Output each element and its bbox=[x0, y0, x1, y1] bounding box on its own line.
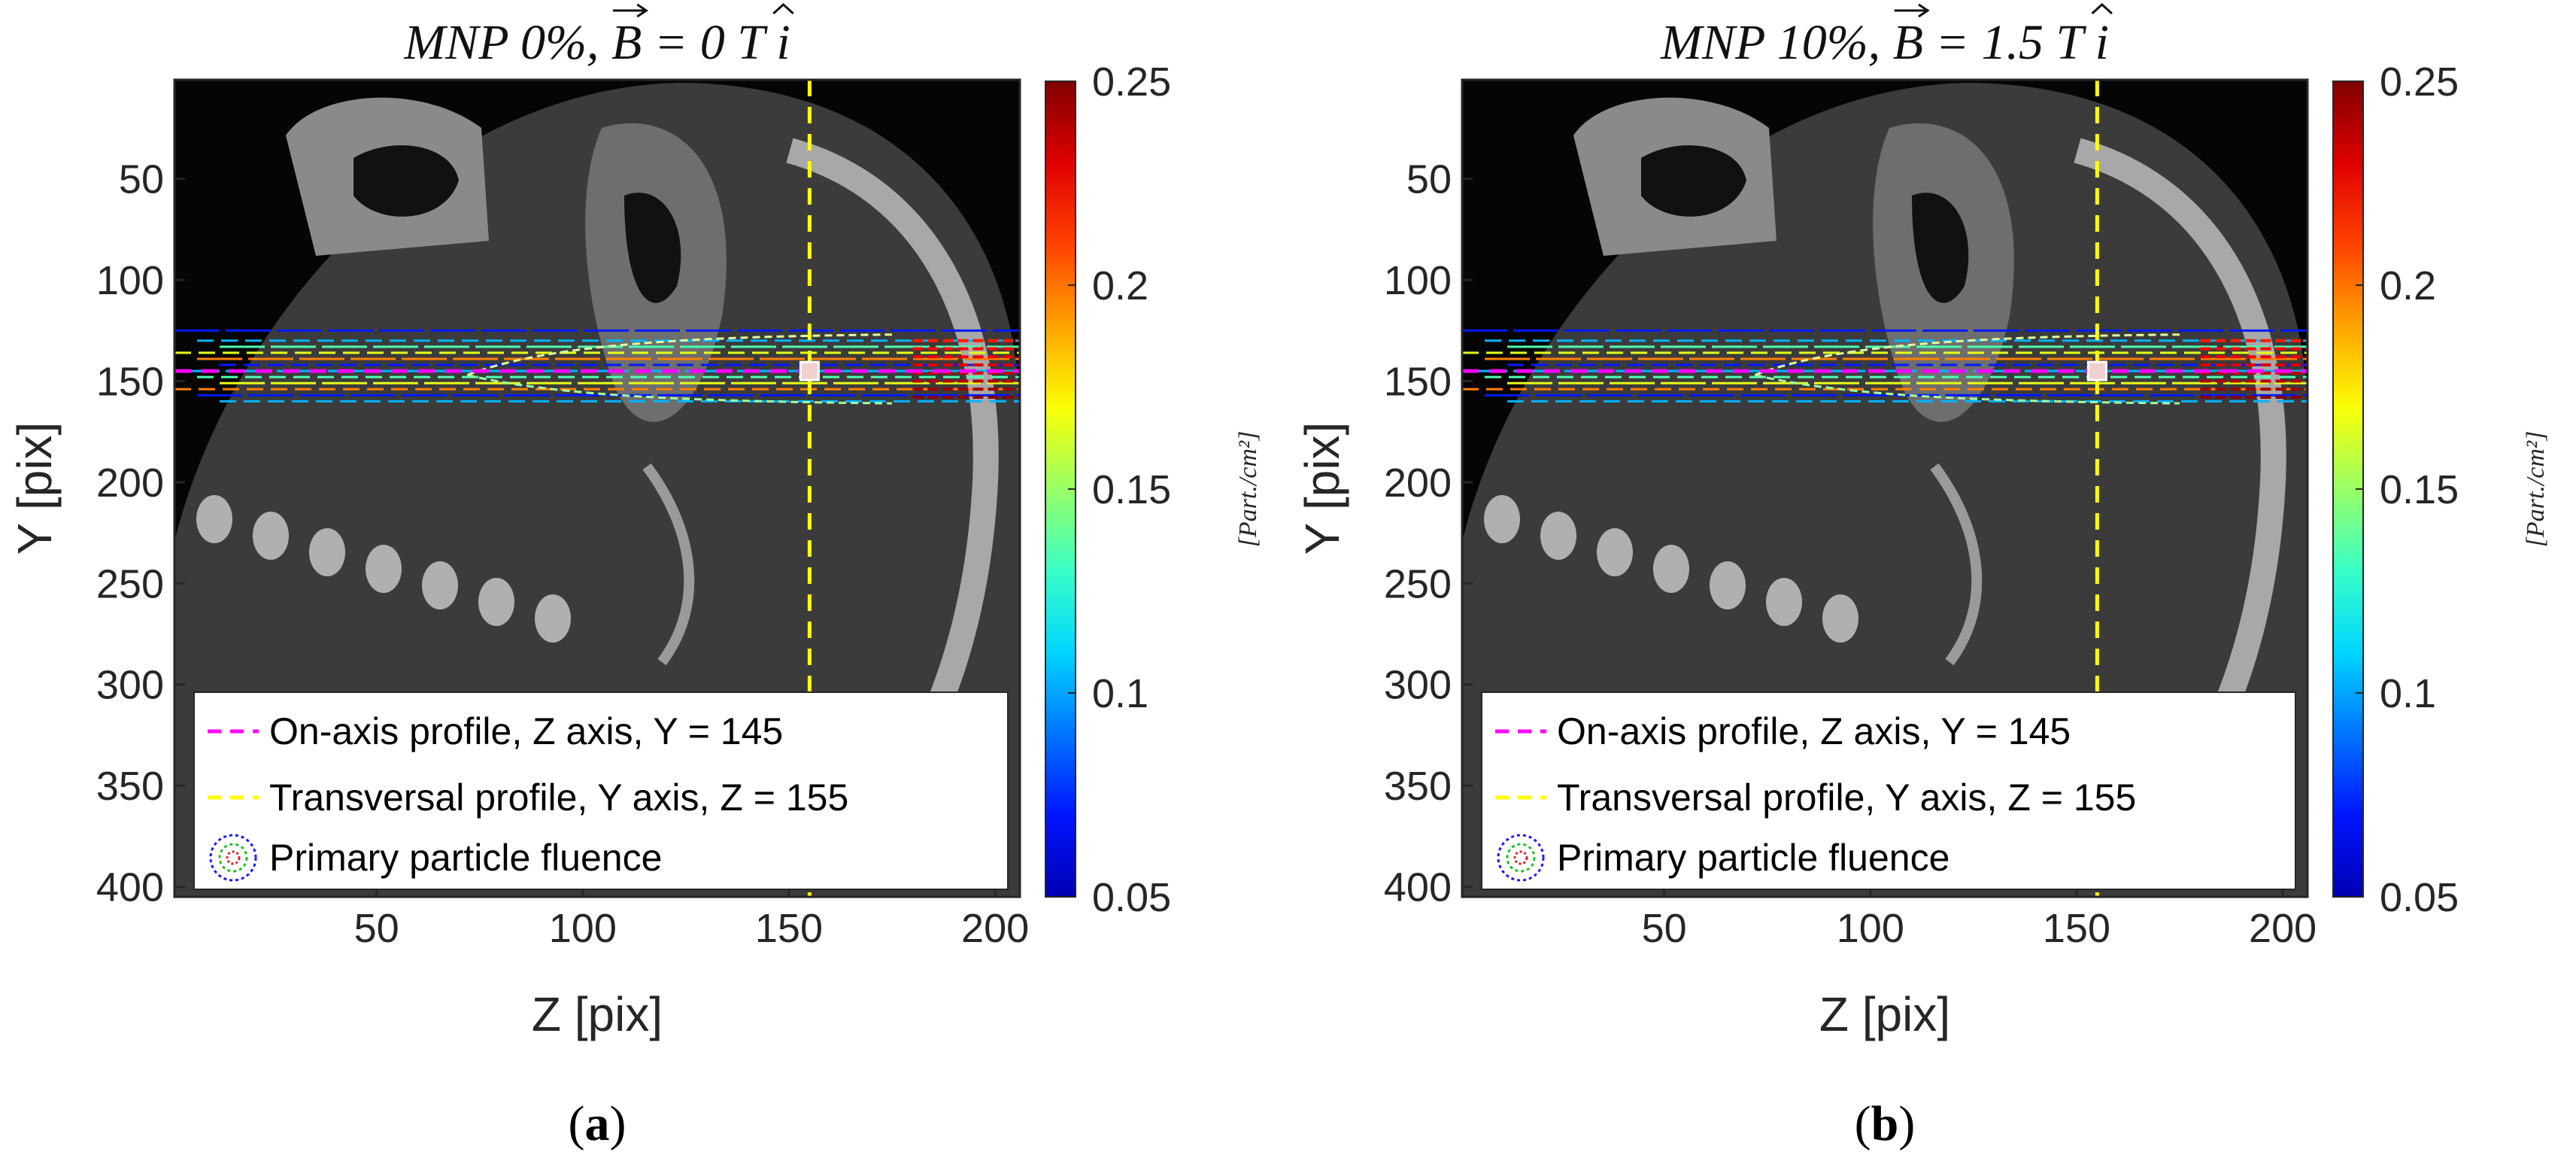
legend-box bbox=[1481, 691, 2296, 890]
vertebra bbox=[478, 578, 514, 626]
y-tick-label: 100 bbox=[1384, 258, 1452, 303]
y-tick-label: 300 bbox=[1384, 663, 1452, 708]
legend-box bbox=[193, 691, 1009, 890]
cavity bbox=[1912, 193, 1969, 303]
y-tick-label: 100 bbox=[96, 258, 164, 303]
x-tick-label: 100 bbox=[549, 906, 617, 951]
colorbar-unit-label: [Part./cm²] bbox=[1234, 431, 1262, 548]
colorbar-tick-label: 0.1 bbox=[1092, 671, 1148, 716]
vertebra bbox=[422, 561, 458, 609]
vector-arrow-head bbox=[636, 3, 648, 18]
colorbar-tick-label: 0.15 bbox=[2380, 467, 2459, 512]
vertebra bbox=[535, 594, 571, 643]
vertebra bbox=[196, 495, 232, 543]
vertebra bbox=[1653, 545, 1689, 593]
bone-detail bbox=[642, 463, 695, 666]
panel-caption: (b) bbox=[1855, 1096, 1916, 1151]
vector-arrow-head bbox=[1918, 3, 1930, 18]
fluence-envelope bbox=[466, 374, 893, 405]
y-tick-label: 300 bbox=[96, 663, 164, 708]
legend-entry-label: Transversal profile, Y axis, Z = 155 bbox=[1557, 776, 2136, 819]
axes-box bbox=[173, 78, 1021, 898]
x-tick-label: 50 bbox=[1642, 906, 1687, 951]
y-axis-label: Y [pix] bbox=[1295, 422, 1349, 555]
y-tick-label: 250 bbox=[96, 561, 164, 606]
cavity bbox=[624, 193, 681, 303]
colorbar-tick-label: 0.05 bbox=[2380, 875, 2459, 920]
colorbar-tick-label: 0.2 bbox=[1092, 263, 1148, 308]
title-vector-b: B bbox=[1893, 15, 1923, 70]
legend-entry-label: Primary particle fluence bbox=[269, 837, 662, 879]
title-unit-vector-i: i bbox=[776, 15, 790, 70]
y-tick-label: 150 bbox=[96, 360, 164, 405]
y-tick-label: 150 bbox=[1384, 360, 1452, 405]
colorbar-tick-label: 0.25 bbox=[2380, 59, 2459, 105]
unit-vector-hat bbox=[772, 2, 794, 15]
airway bbox=[1641, 145, 1746, 217]
y-tick-label: 400 bbox=[96, 865, 164, 910]
vertebra bbox=[1766, 578, 1802, 626]
x-tick-label: 200 bbox=[961, 906, 1029, 951]
fluence-envelope bbox=[1754, 374, 2180, 405]
y-tick-label: 400 bbox=[1384, 865, 1452, 910]
unit-vector-hat bbox=[2091, 2, 2113, 15]
title-unit-vector-i: i bbox=[2095, 15, 2109, 70]
vertebra bbox=[1710, 561, 1746, 609]
profile-intersection-marker bbox=[799, 360, 820, 381]
legend-entry-label: On-axis profile, Z axis, Y = 145 bbox=[1557, 710, 2071, 752]
legend-entry-label: On-axis profile, Z axis, Y = 145 bbox=[269, 710, 783, 752]
y-tick-label: 50 bbox=[1406, 157, 1452, 202]
vertebra bbox=[366, 545, 402, 593]
colorbar-tick-label: 0.1 bbox=[2380, 671, 2436, 716]
colorbar-tick-label: 0.15 bbox=[1092, 467, 1171, 512]
vertebra bbox=[309, 528, 345, 576]
title-vector-b: B bbox=[611, 15, 642, 70]
panel-caption: (a) bbox=[569, 1096, 627, 1151]
vertebra bbox=[1822, 594, 1858, 643]
vertebra bbox=[253, 512, 289, 560]
y-axis-label: Y [pix] bbox=[8, 422, 62, 555]
y-tick-label: 350 bbox=[96, 764, 164, 809]
legend-swatch-fluence-outer bbox=[1497, 834, 1545, 882]
legend-entry-label: Primary particle fluence bbox=[1557, 837, 1949, 879]
panel-a: 50 100 150 200 50 100 150 200 250 300 350 400 Z [pix… bbox=[8, 2, 1262, 1151]
bone-detail bbox=[1930, 463, 1983, 666]
x-axis-label: Z [pix] bbox=[1819, 987, 1950, 1041]
legend-entry-label: Transversal profile, Y axis, Z = 155 bbox=[269, 776, 848, 819]
vertebra bbox=[1597, 528, 1633, 576]
colorbar-tick-label: 0.25 bbox=[1092, 59, 1171, 105]
chart-svg: 50 100 150 200 50 100 150 200 250 300 350 400 Z [pix… bbox=[1295, 2, 2550, 1151]
legend-swatch-fluence-inner bbox=[1513, 850, 1528, 865]
x-tick-label: 200 bbox=[2249, 906, 2317, 951]
colorbar-tick-label: 0.05 bbox=[1092, 875, 1171, 920]
vertebra bbox=[1484, 495, 1520, 543]
x-tick-label: 150 bbox=[755, 906, 823, 951]
legend-swatch-fluence-mid bbox=[1506, 843, 1536, 873]
x-tick-label: 150 bbox=[2043, 906, 2110, 951]
fluence-envelope bbox=[466, 333, 893, 376]
chart-title: MNP 10%, B = 1.5 T i bbox=[1660, 15, 2109, 70]
y-tick-label: 200 bbox=[1384, 460, 1452, 506]
y-tick-label: 250 bbox=[1384, 561, 1452, 606]
chart-svg: 50 100 150 200 50 100 150 200 250 300 350 400 Z [pix… bbox=[8, 2, 1262, 1151]
colorbar-unit-label: [Part./cm²] bbox=[2522, 431, 2550, 548]
chart-title: MNP 0%, B = 0 T i bbox=[403, 15, 790, 70]
legend-swatch-fluence-mid bbox=[218, 843, 248, 873]
profile-intersection-marker bbox=[2086, 360, 2107, 381]
x-tick-label: 50 bbox=[354, 906, 399, 951]
legend-swatch-fluence-outer bbox=[209, 834, 257, 882]
y-tick-label: 350 bbox=[1384, 764, 1452, 809]
y-tick-label: 200 bbox=[96, 460, 164, 506]
airway bbox=[353, 145, 459, 217]
panel-b: 50 100 150 200 50 100 150 200 250 300 350 400 Z [pix… bbox=[1288, 0, 2576, 1176]
colorbar-tick-label: 0.2 bbox=[2380, 263, 2436, 308]
fluence-envelope bbox=[1754, 333, 2180, 376]
vertebra bbox=[1540, 512, 1576, 560]
x-tick-label: 100 bbox=[1837, 906, 1904, 951]
y-tick-label: 50 bbox=[119, 157, 164, 202]
x-axis-label: Z [pix] bbox=[532, 987, 663, 1041]
axes-box bbox=[1461, 78, 2309, 898]
legend-swatch-fluence-inner bbox=[226, 850, 241, 865]
